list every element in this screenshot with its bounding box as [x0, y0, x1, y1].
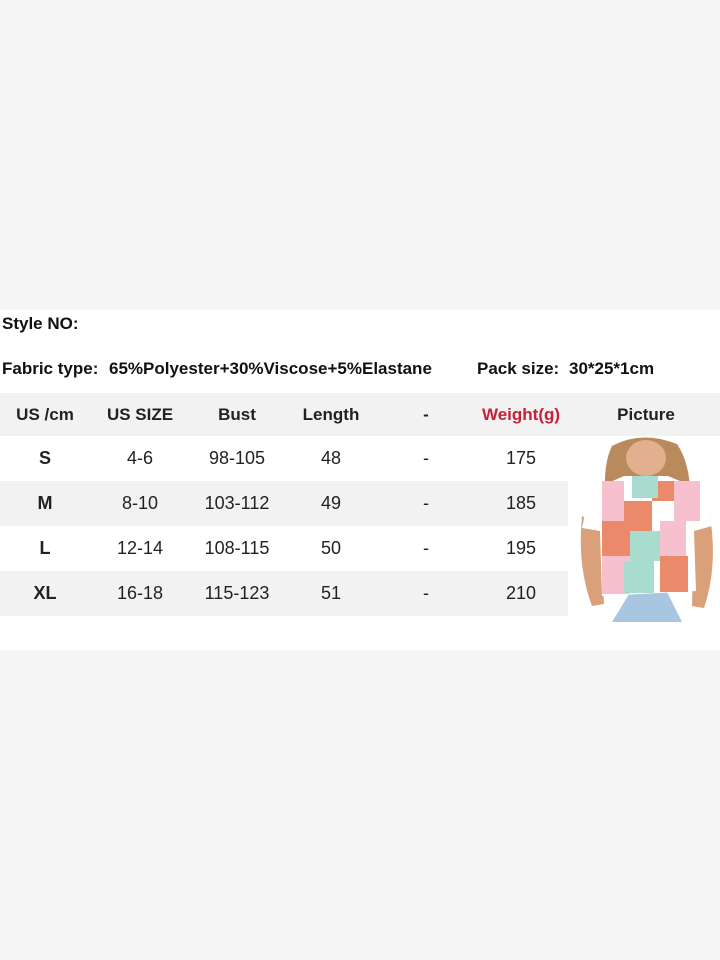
table-cell: M — [37, 493, 53, 513]
table-cell: 175 — [505, 448, 537, 468]
header-us-cm: US /cm — [16, 405, 74, 424]
table-cell: 185 — [505, 493, 537, 513]
header-dash: - — [423, 405, 429, 424]
table-cell: - — [423, 583, 429, 603]
checkered-shirt — [582, 476, 712, 596]
header-bust: Bust — [218, 405, 256, 424]
table-cell: 103-112 — [204, 493, 270, 513]
table-row: M 8-10 103-112 49 - 185 — [0, 481, 568, 526]
table-cell: 195 — [505, 538, 537, 558]
table-cell: 8-10 — [121, 493, 159, 513]
pack-size-label: Pack size: — [477, 359, 560, 378]
table-cell: S — [38, 448, 52, 468]
table-cell: 210 — [505, 583, 537, 603]
table-cell: - — [423, 538, 429, 558]
pack-size-value: 30*25*1cm — [569, 359, 655, 378]
table-cell: 51 — [320, 583, 342, 603]
table-cell: 12-14 — [116, 538, 164, 558]
table-cell: - — [423, 448, 429, 468]
table-cell: XL — [33, 583, 57, 603]
table-cell: 108-115 — [204, 538, 270, 558]
table-cell: 98-105 — [208, 448, 266, 468]
table-row: XL 16-18 115-123 51 - 210 — [0, 571, 568, 616]
table-cell: 16-18 — [116, 583, 164, 603]
header-length: Length — [302, 405, 360, 424]
header-us-size: US SIZE — [106, 405, 174, 424]
table-cell: 50 — [320, 538, 342, 558]
table-cell: L — [39, 538, 51, 558]
table-cell: 49 — [320, 493, 342, 513]
fabric-type-value: 65%Polyester+30%Viscose+5%Elastane — [109, 359, 432, 378]
table-cell: 115-123 — [204, 583, 270, 603]
table-row: S 4-6 98-105 48 - 175 — [0, 436, 568, 481]
product-picture — [572, 436, 720, 622]
fabric-type-label: Fabric type: — [2, 359, 99, 378]
table-cell: 4-6 — [126, 448, 154, 468]
table-header: US /cm US SIZE Bust Length - Weight(g) P… — [0, 393, 720, 436]
header-weight: Weight(g) — [481, 405, 561, 424]
header-picture: Picture — [617, 405, 675, 424]
table-cell: 48 — [320, 448, 342, 468]
table-row: L 12-14 108-115 50 - 195 — [0, 526, 568, 571]
table-cell: - — [423, 493, 429, 513]
style-no-label: Style NO: — [2, 314, 79, 333]
